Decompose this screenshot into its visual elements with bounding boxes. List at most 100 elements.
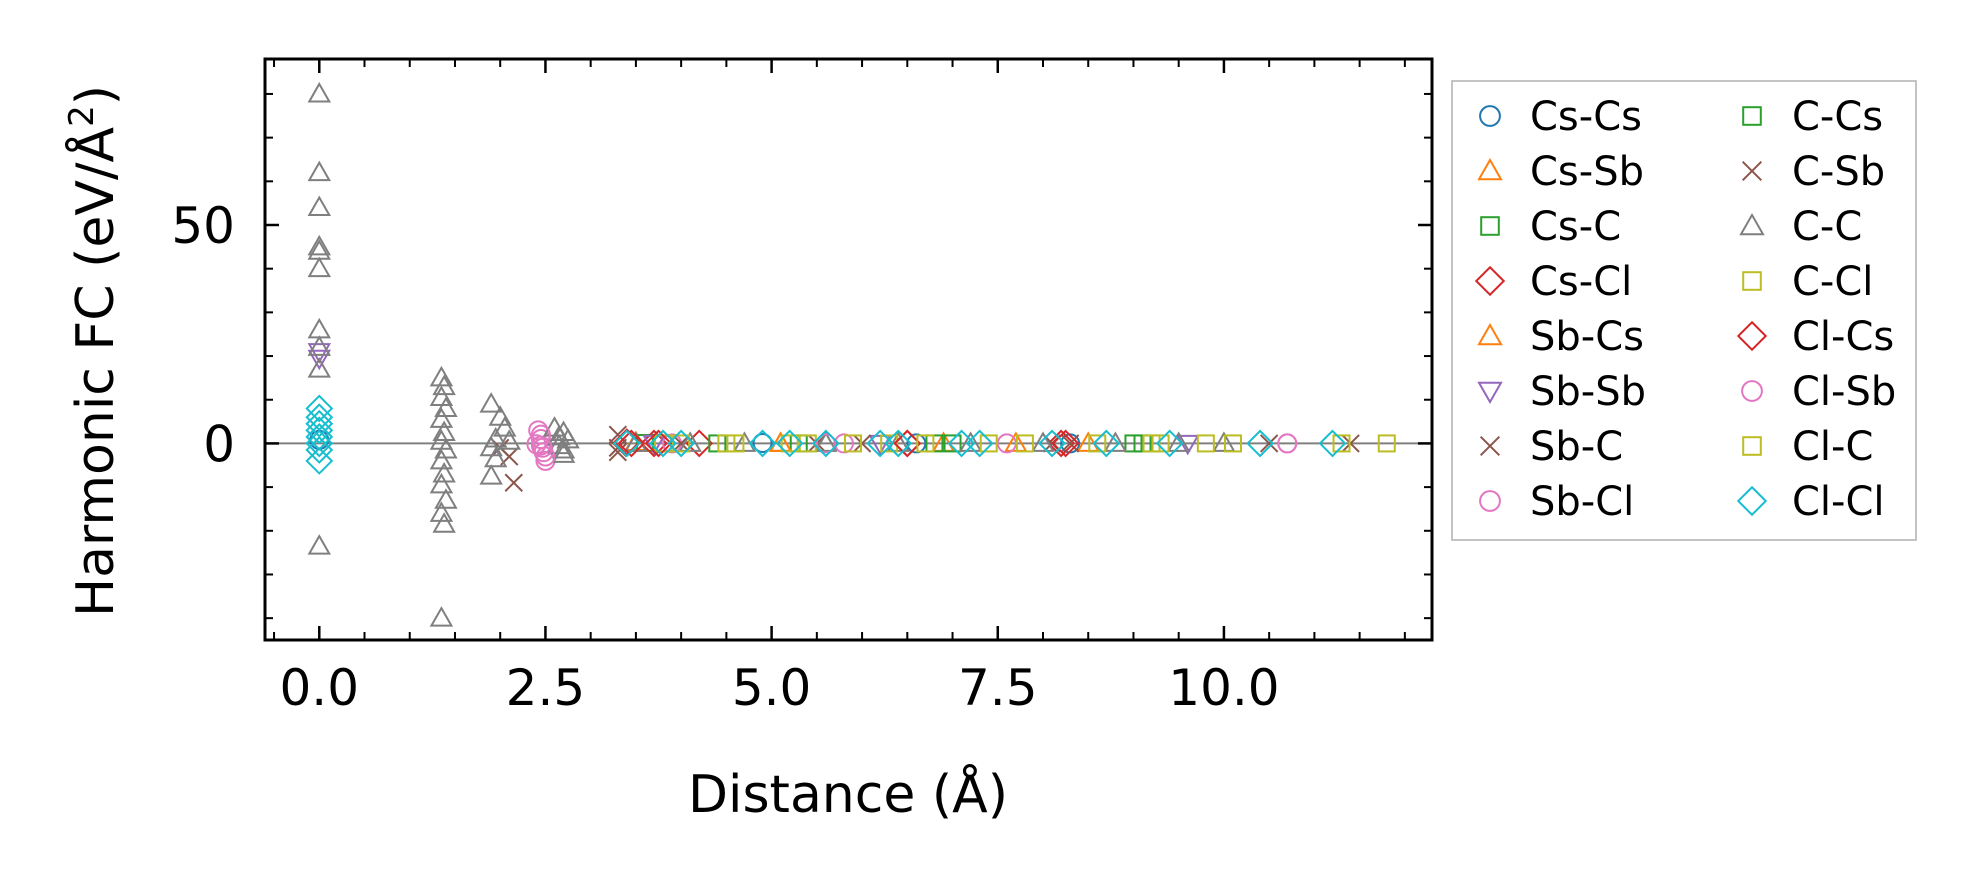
series-sb-c (491, 425, 1360, 492)
data-point-cl-cl (1038, 429, 1066, 458)
data-point-sb-cl (996, 433, 1017, 454)
data-point-cl-cl (1318, 429, 1347, 458)
legend-label: Cl-Sb (1792, 369, 1896, 415)
legend-item-cl-cs: Cl-Cs (1736, 314, 1894, 360)
legend-item-cl-sb: Cl-Sb (1741, 369, 1896, 415)
data-point-cl-sb (535, 446, 556, 467)
legend-item-cl-c: Cl-C (1742, 424, 1873, 470)
y-tick-label: 50 (171, 197, 235, 255)
data-point-cl-sb (532, 437, 553, 458)
data-point-cl-cl (305, 446, 334, 475)
legend-item-cs-sb: Cs-Sb (1477, 149, 1644, 195)
data-point-c-c (432, 420, 456, 441)
data-point-c-c (479, 464, 503, 485)
data-point-cl-cl (1155, 429, 1184, 458)
data-point-cl-cl (1092, 429, 1121, 458)
legend-item-sb-cl: Sb-Cl (1479, 479, 1634, 525)
legend-label: C-C (1792, 204, 1862, 250)
y-axis-label-main: Harmonic FC (eV/Å (64, 126, 126, 617)
x-tick-label: 10.0 (1168, 659, 1279, 717)
legend-marker-sb-sb (1477, 381, 1503, 405)
data-point-c-sb (852, 434, 872, 453)
data-point-cs-sb (931, 431, 956, 452)
data-point-cs-cs (906, 433, 927, 454)
data-point-cl-cs (893, 429, 922, 458)
legend-marker-sb-c (1479, 435, 1501, 457)
legend-marker-cs-c (1480, 216, 1500, 236)
data-point-c-c (429, 365, 454, 387)
data-point-cl-cl (667, 429, 696, 458)
data-point-c-c (732, 431, 757, 452)
legend-frame (1451, 80, 1917, 541)
legend-label: C-Cs (1792, 94, 1883, 140)
legend-label: C-Cl (1792, 259, 1873, 305)
legend-item-c-sb: C-Sb (1741, 149, 1885, 195)
data-point-c-c (1103, 431, 1128, 452)
series-cl-cs (617, 429, 1080, 458)
data-point-c-cl (717, 434, 736, 453)
data-point-cl-cl (775, 429, 804, 458)
data-point-c-c (434, 488, 458, 509)
legend-item-cs-cs: Cs-Cs (1479, 94, 1642, 140)
data-point-cs-cl (685, 429, 714, 458)
data-point-c-sb (1259, 434, 1279, 453)
data-point-c-c (307, 195, 332, 217)
legend-item-cs-cl: Cs-Cl (1474, 259, 1632, 305)
data-point-c-c (551, 442, 576, 463)
plot-frame (263, 57, 1434, 642)
data-point-cl-c (1196, 434, 1215, 453)
legend-label: Sb-Cl (1530, 479, 1634, 525)
data-point-c-c (307, 234, 332, 256)
x-tick-label: 0.0 (280, 659, 360, 717)
data-point-c-cl (880, 434, 899, 453)
data-point-cl-cl (1246, 429, 1275, 458)
legend-marker-c-cs (1742, 106, 1762, 126)
y-tick-label: 0 (203, 415, 235, 473)
legend-label: Cs-C (1530, 204, 1621, 250)
data-point-c-c (678, 431, 702, 452)
legend-item-sb-sb: Sb-Sb (1477, 369, 1646, 415)
legend-item-c-cs: C-Cs (1742, 94, 1883, 140)
data-point-cl-cs (1051, 429, 1080, 458)
data-point-sb-c (608, 425, 628, 444)
legend-marker-c-cl (1742, 271, 1762, 291)
series-sb-sb (307, 343, 1200, 456)
data-point-c-cl (1088, 434, 1107, 453)
data-point-cl-cl (305, 394, 334, 423)
data-point-c-cs (708, 434, 727, 453)
legend-item-cl-cl: Cl-Cl (1736, 479, 1885, 525)
y-axis-label-close: ) (66, 85, 126, 105)
legend-label: Cs-Cl (1530, 259, 1632, 305)
axes (263, 57, 1434, 642)
legend-marker-c-c (1739, 212, 1765, 236)
legend-label: Sb-Sb (1530, 369, 1646, 415)
data-point-sb-c (1341, 434, 1360, 453)
data-point-c-cl (1151, 434, 1170, 453)
data-point-c-cl (979, 434, 998, 453)
data-point-cs-c (789, 434, 808, 453)
legend-item-c-cl: C-Cl (1742, 259, 1873, 305)
data-point-c-c (958, 431, 983, 452)
data-point-c-c (886, 431, 910, 452)
x-tick-label: 7.5 (958, 659, 1038, 717)
data-point-c-cs (925, 434, 944, 453)
x-tick-label: 5.0 (732, 659, 812, 717)
legend-label: Sb-Cs (1530, 314, 1644, 360)
series-cl-cl (305, 394, 1347, 475)
data-point-c-c (1031, 431, 1055, 452)
series-c-c (307, 81, 1236, 627)
data-point-cs-c (943, 434, 962, 453)
data-point-sb-sb (307, 349, 332, 371)
data-point-cl-c (1332, 434, 1351, 453)
data-point-cl-cl (305, 429, 334, 458)
data-point-cl-c (726, 434, 745, 453)
data-point-c-cl (798, 434, 817, 453)
ticks: 0.0 2.5 5.0 7.5 10.0 0 50 (171, 59, 1432, 717)
data-point-cs-cl (1047, 429, 1076, 458)
data-point-c-c (429, 606, 454, 627)
data-point-cl-c (1142, 434, 1161, 453)
data-points (305, 81, 1396, 627)
data-point-cl-c (1015, 434, 1034, 453)
legend-marker-sb-cl (1479, 490, 1501, 512)
